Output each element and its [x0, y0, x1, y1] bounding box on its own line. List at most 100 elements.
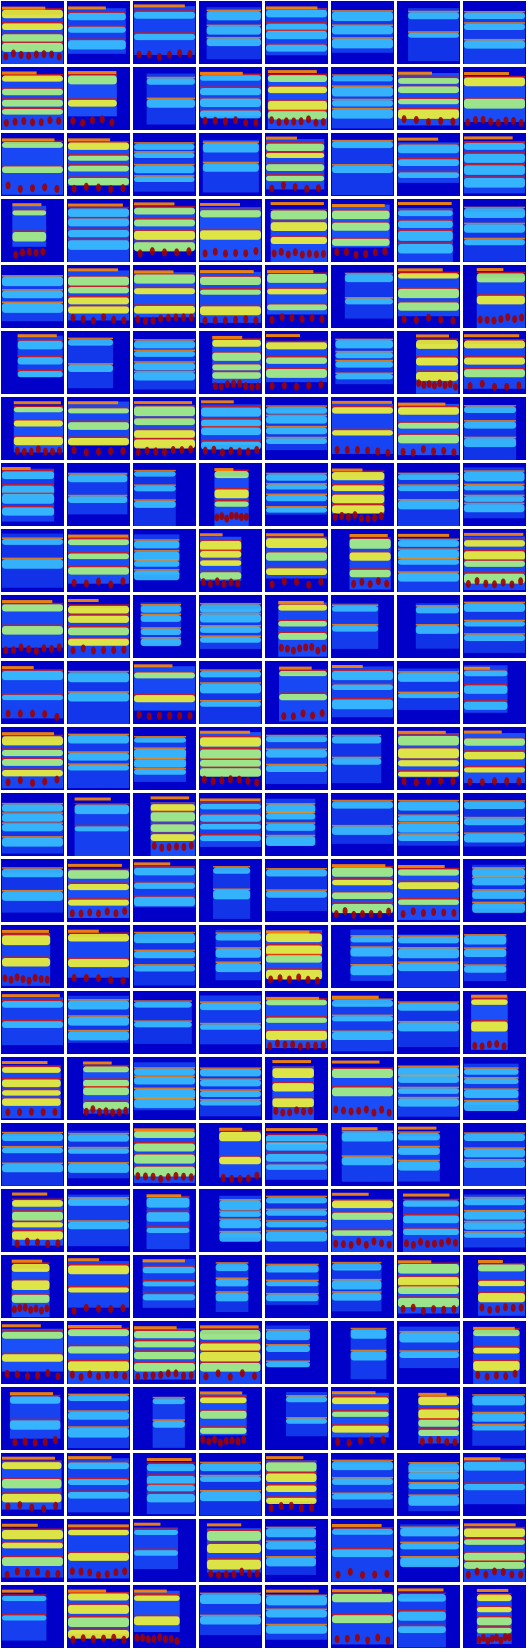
- sample-tile: [397, 1, 460, 64]
- heatmap-image: [67, 1123, 130, 1186]
- heatmap-image: [133, 727, 196, 790]
- heatmap-image: [463, 991, 526, 1054]
- sample-tile: [1, 793, 64, 856]
- heatmap-image: [265, 463, 328, 526]
- sample-tile: [1, 463, 64, 526]
- heatmap-image: [67, 1057, 130, 1120]
- sample-tile: [463, 925, 526, 988]
- sample-tile: [199, 133, 262, 196]
- sample-tile: [133, 1189, 196, 1252]
- sample-tile: [67, 661, 130, 724]
- sample-tile: [331, 595, 394, 658]
- heatmap-image: [67, 595, 130, 658]
- heatmap-image: [397, 1123, 460, 1186]
- sample-tile: [265, 265, 328, 328]
- sample-tile: [463, 1255, 526, 1318]
- sample-tile: [199, 1519, 262, 1582]
- heatmap-image: [199, 991, 262, 1054]
- heatmap-image: [397, 529, 460, 592]
- heatmap-image: [265, 1321, 328, 1384]
- heatmap-image: [397, 463, 460, 526]
- sample-tile: [199, 991, 262, 1054]
- sample-tile: [331, 925, 394, 988]
- heatmap-image: [265, 397, 328, 460]
- heatmap-image: [265, 1585, 328, 1648]
- heatmap-image: [397, 595, 460, 658]
- heatmap-image: [133, 463, 196, 526]
- heatmap-image: [265, 1, 328, 64]
- sample-tile: [331, 661, 394, 724]
- heatmap-image: [67, 397, 130, 460]
- sample-tile: [331, 67, 394, 130]
- heatmap-image: [463, 1453, 526, 1516]
- heatmap-image: [331, 331, 394, 394]
- sample-tile: [463, 1, 526, 64]
- heatmap-image: [265, 133, 328, 196]
- heatmap-image: [265, 1189, 328, 1252]
- heatmap-image: [265, 1453, 328, 1516]
- heatmap-image: [331, 199, 394, 262]
- heatmap-image: [463, 265, 526, 328]
- heatmap-image: [265, 595, 328, 658]
- heatmap-image: [463, 727, 526, 790]
- sample-tile: [1, 1453, 64, 1516]
- sample-tile: [67, 1321, 130, 1384]
- heatmap-image: [199, 1387, 262, 1450]
- sample-tile: [199, 1387, 262, 1450]
- heatmap-image: [1, 199, 64, 262]
- heatmap-image: [199, 661, 262, 724]
- sample-tile: [265, 331, 328, 394]
- heatmap-image: [397, 199, 460, 262]
- heatmap-image: [331, 925, 394, 988]
- heatmap-image: [463, 1, 526, 64]
- heatmap-image: [331, 595, 394, 658]
- sample-tile: [1, 133, 64, 196]
- heatmap-image: [331, 1519, 394, 1582]
- sample-tile: [463, 991, 526, 1054]
- sample-tile: [265, 1585, 328, 1648]
- sample-tile: [199, 1, 262, 64]
- heatmap-image: [67, 1255, 130, 1318]
- sample-tile: [463, 265, 526, 328]
- sample-tile: [1, 595, 64, 658]
- heatmap-image: [1, 463, 64, 526]
- sample-tile: [67, 67, 130, 130]
- heatmap-image: [67, 1321, 130, 1384]
- heatmap-image: [1, 859, 64, 922]
- heatmap-image: [265, 1255, 328, 1318]
- sample-tile: [265, 529, 328, 592]
- heatmap-image: [199, 859, 262, 922]
- sample-tile: [463, 1453, 526, 1516]
- sample-tile: [463, 133, 526, 196]
- heatmap-image: [265, 727, 328, 790]
- heatmap-image: [463, 1123, 526, 1186]
- sample-tile: [199, 595, 262, 658]
- sample-tile: [1, 727, 64, 790]
- heatmap-image: [1, 1123, 64, 1186]
- sample-tile: [265, 67, 328, 130]
- heatmap-image: [67, 67, 130, 130]
- sample-tile: [397, 529, 460, 592]
- sample-tile: [463, 595, 526, 658]
- heatmap-image: [331, 661, 394, 724]
- heatmap-image: [199, 1585, 262, 1648]
- sample-tile: [133, 1387, 196, 1450]
- heatmap-image: [199, 925, 262, 988]
- heatmap-image: [1, 1453, 64, 1516]
- heatmap-image: [331, 1189, 394, 1252]
- heatmap-image: [1, 265, 64, 328]
- sample-tile: [397, 1585, 460, 1648]
- sample-tile: [463, 1387, 526, 1450]
- heatmap-image: [397, 925, 460, 988]
- sample-tile: [1, 397, 64, 460]
- sample-tile: [331, 1585, 394, 1648]
- sample-tile: [199, 199, 262, 262]
- sample-tile: [67, 1585, 130, 1648]
- sample-tile: [133, 991, 196, 1054]
- sample-tile: [133, 1, 196, 64]
- heatmap-image: [463, 529, 526, 592]
- sample-tile: [397, 199, 460, 262]
- sample-tile: [265, 925, 328, 988]
- heatmap-image: [463, 595, 526, 658]
- sample-tile: [463, 661, 526, 724]
